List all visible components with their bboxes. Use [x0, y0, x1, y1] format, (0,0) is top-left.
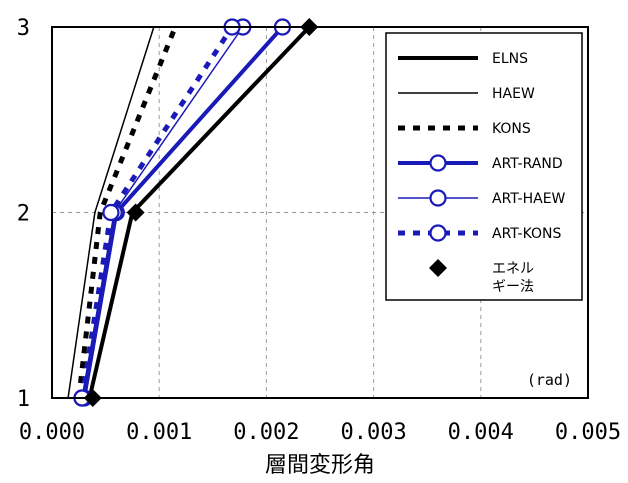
plot-frame [51, 26, 589, 399]
legend-label-line: ART-HAEW [492, 191, 566, 207]
legend-marker [429, 259, 447, 277]
legend-item: ELNS [398, 51, 528, 67]
data-point [126, 203, 145, 222]
legend-label-line: ART-RAND [492, 156, 563, 172]
legend-label: ART-HAEW [492, 191, 566, 207]
legend-item: ART-HAEW [398, 189, 566, 207]
legend-label-line: ELNS [492, 51, 528, 67]
x-tick-label: 0.000 [19, 420, 85, 445]
legend-marker [429, 189, 447, 207]
legend-label-line: ART-KONS [492, 226, 562, 242]
legend-item: エネルギー法 [429, 259, 534, 295]
legend-label: HAEW [492, 86, 535, 102]
x-tick-label: 0.002 [233, 420, 299, 445]
x-tick-label: 0.003 [340, 420, 406, 445]
x-tick-label: 0.005 [555, 420, 621, 445]
legend-marker [429, 154, 447, 172]
legend-label: ART-KONS [492, 226, 562, 242]
unit-annotation: (rad) [527, 371, 572, 389]
legend-item: ART-RAND [398, 154, 563, 172]
x-tick-label: 0.004 [448, 420, 514, 445]
x-tick-label: 0.001 [126, 420, 192, 445]
legend-item: ART-KONS [398, 224, 562, 242]
legend-label-line: ギー法 [492, 279, 534, 295]
y-tick-label: 1 [17, 387, 30, 412]
legend-label: KONS [492, 121, 531, 137]
legend-item: HAEW [398, 86, 535, 102]
y-tick-label: 3 [17, 16, 30, 41]
legend-frame [385, 32, 583, 301]
y-tick-label: 2 [17, 202, 30, 227]
legend-label: ELNS [492, 51, 528, 67]
data-point [102, 203, 120, 222]
series-line [79, 25, 235, 399]
legend-item: KONS [398, 121, 531, 137]
legend-label-line: HAEW [492, 86, 535, 102]
legend-marker [429, 224, 447, 242]
legend: ELNS HAEW KONS ART-RAND ART-HAEW ART-KONS エネルギ… [385, 32, 583, 301]
series-line [67, 26, 155, 399]
legend-label: エネルギー法 [492, 261, 534, 295]
x-axis-title: 層間変形角 [265, 453, 375, 478]
series-line [76, 26, 178, 399]
series-kons [76, 26, 178, 399]
legend-label-line: KONS [492, 121, 531, 137]
series-haew [67, 26, 155, 399]
legend-label-line: エネル [492, 261, 534, 277]
legend-label: ART-RAND [492, 156, 563, 172]
tick-labels: 0.000 0.001 0.002 0.003 0.004 0.005 1 2 3 [17, 16, 621, 445]
